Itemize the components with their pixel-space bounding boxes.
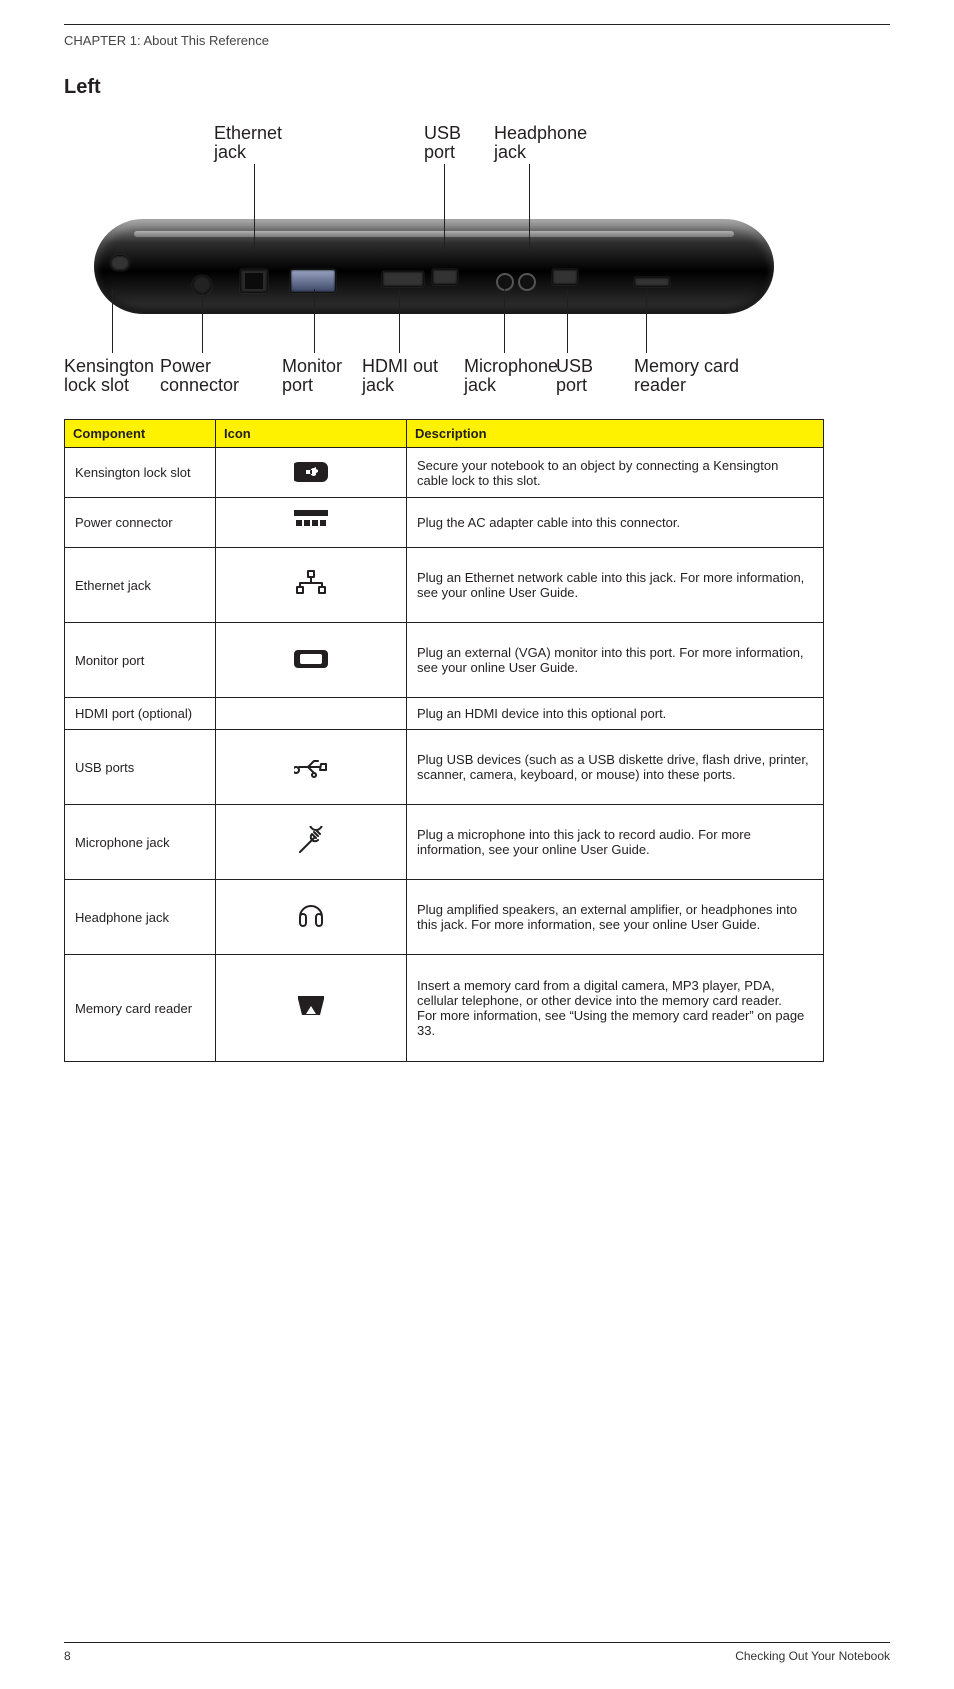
table-row: Monitor port Plug an external (VGA) monit… [65, 623, 824, 698]
left-side-diagram: Ethernet jack USB port Headphone jack Kensi… [64, 109, 824, 409]
cell-component: Microphone jack [65, 805, 216, 880]
port-ethernet [240, 269, 268, 293]
port-cardreader [634, 277, 670, 287]
cell-description: Plug a microphone into this jack to reco… [407, 805, 824, 880]
table-row: Ethernet jack Plug an Ethernet network ca… [65, 548, 824, 623]
cell-icon [216, 623, 407, 698]
cardreader-icon [294, 992, 328, 1022]
headphone-icon [294, 901, 328, 931]
leader-line [567, 289, 568, 353]
cell-component: Monitor port [65, 623, 216, 698]
diagram-label: Kensington lock slot [64, 357, 154, 395]
cell-icon [216, 955, 407, 1062]
col-component: Component [65, 420, 216, 448]
diagram-label: Memory card reader [634, 357, 739, 395]
leader-line [646, 289, 647, 353]
cell-icon [216, 730, 407, 805]
leader-line [254, 164, 255, 249]
page-number: 8 [64, 1649, 71, 1663]
section-title: Left [64, 76, 890, 99]
cell-description: Insert a memory card from a digital came… [407, 955, 824, 1062]
cell-component: Kensington lock slot [65, 448, 216, 498]
table-row: Power connector Plug the AC adapter cable… [65, 498, 824, 548]
diagram-label: Monitor port [282, 357, 342, 395]
port-usb-bottom [552, 269, 578, 285]
table-row: Microphone jack Plug a microphone into th… [65, 805, 824, 880]
table-row: Memory card reader Insert a memory card f… [65, 955, 824, 1062]
header-rule [64, 24, 890, 25]
cell-component: Headphone jack [65, 880, 216, 955]
table-row: Kensington lock slot Secure your notebook… [65, 448, 824, 498]
leader-line [202, 289, 203, 353]
ethernet-icon [294, 569, 328, 599]
cell-icon [216, 548, 407, 623]
port-kensington [110, 255, 130, 271]
table-row: HDMI port (optional) Plug an HDMI device … [65, 698, 824, 730]
cell-component: HDMI port (optional) [65, 698, 216, 730]
table-row: USB ports Plug USB devices (such as a USB… [65, 730, 824, 805]
port-monitor [290, 269, 336, 293]
ports-table: Component Icon Description Kensington lo… [64, 419, 824, 1062]
cell-icon [216, 448, 407, 498]
cell-description: Plug an external (VGA) monitor into this… [407, 623, 824, 698]
leader-line [529, 164, 530, 249]
cell-description: Plug amplified speakers, an external amp… [407, 880, 824, 955]
diagram-label: USB port [424, 124, 461, 162]
diagram-label: Ethernet jack [214, 124, 282, 162]
page-root: CHAPTER 1: About This Reference Left Eth… [0, 0, 954, 1689]
cell-icon [216, 698, 407, 730]
leader-line [112, 289, 113, 353]
cell-description: Secure your notebook to an object by con… [407, 448, 824, 498]
microphone-icon [294, 826, 328, 856]
table-row: Headphone jack Plug amplified speakers, a… [65, 880, 824, 955]
cell-icon [216, 880, 407, 955]
col-icon: Icon [216, 420, 407, 448]
cell-component: USB ports [65, 730, 216, 805]
port-hdmi [382, 271, 424, 287]
page-footer: 8 Checking Out Your Notebook [64, 1642, 890, 1649]
cell-description: Plug an HDMI device into this optional p… [407, 698, 824, 730]
diagram-label: Power connector [160, 357, 239, 395]
port-usb-top [432, 269, 458, 285]
chapter-heading: CHAPTER 1: About This Reference [64, 33, 890, 48]
cell-description: Plug USB devices (such as a USB diskette… [407, 730, 824, 805]
usb-icon [294, 751, 328, 781]
leader-line [504, 289, 505, 353]
diagram-label: Microphone jack [464, 357, 558, 395]
table-header-row: Component Icon Description [65, 420, 824, 448]
cell-component: Memory card reader [65, 955, 216, 1062]
cell-icon [216, 498, 407, 548]
col-description: Description [407, 420, 824, 448]
diagram-label: Headphone jack [494, 124, 587, 162]
cell-component: Power connector [65, 498, 216, 548]
leader-line [314, 289, 315, 353]
leader-line [399, 289, 400, 353]
cell-icon [216, 805, 407, 880]
monitor-icon [294, 644, 328, 674]
cell-description: Plug the AC adapter cable into this conn… [407, 498, 824, 548]
device-left-side [94, 219, 774, 314]
kensington-icon [294, 456, 328, 486]
port-microphone [498, 275, 512, 289]
cell-description: Plug an Ethernet network cable into this… [407, 548, 824, 623]
footer-title: Checking Out Your Notebook [735, 1649, 890, 1663]
cell-component: Ethernet jack [65, 548, 216, 623]
diagram-label: USB port [556, 357, 593, 395]
port-headphone [520, 275, 534, 289]
leader-line [444, 164, 445, 249]
power-icon [294, 506, 328, 536]
diagram-label: HDMI out jack [362, 357, 438, 395]
